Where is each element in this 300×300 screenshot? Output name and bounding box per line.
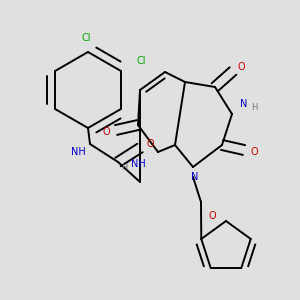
Text: NH: NH xyxy=(70,147,86,157)
Text: Cl: Cl xyxy=(81,33,91,43)
Text: O: O xyxy=(146,139,154,149)
Text: O: O xyxy=(237,62,245,72)
Text: NH: NH xyxy=(130,159,146,169)
Text: Cl: Cl xyxy=(136,56,146,66)
Text: O: O xyxy=(250,147,258,157)
Text: N: N xyxy=(240,99,248,109)
Text: H: H xyxy=(121,164,127,172)
Text: H: H xyxy=(251,103,257,112)
Text: O: O xyxy=(102,127,110,137)
Text: O: O xyxy=(208,211,216,221)
Text: N: N xyxy=(191,172,199,182)
